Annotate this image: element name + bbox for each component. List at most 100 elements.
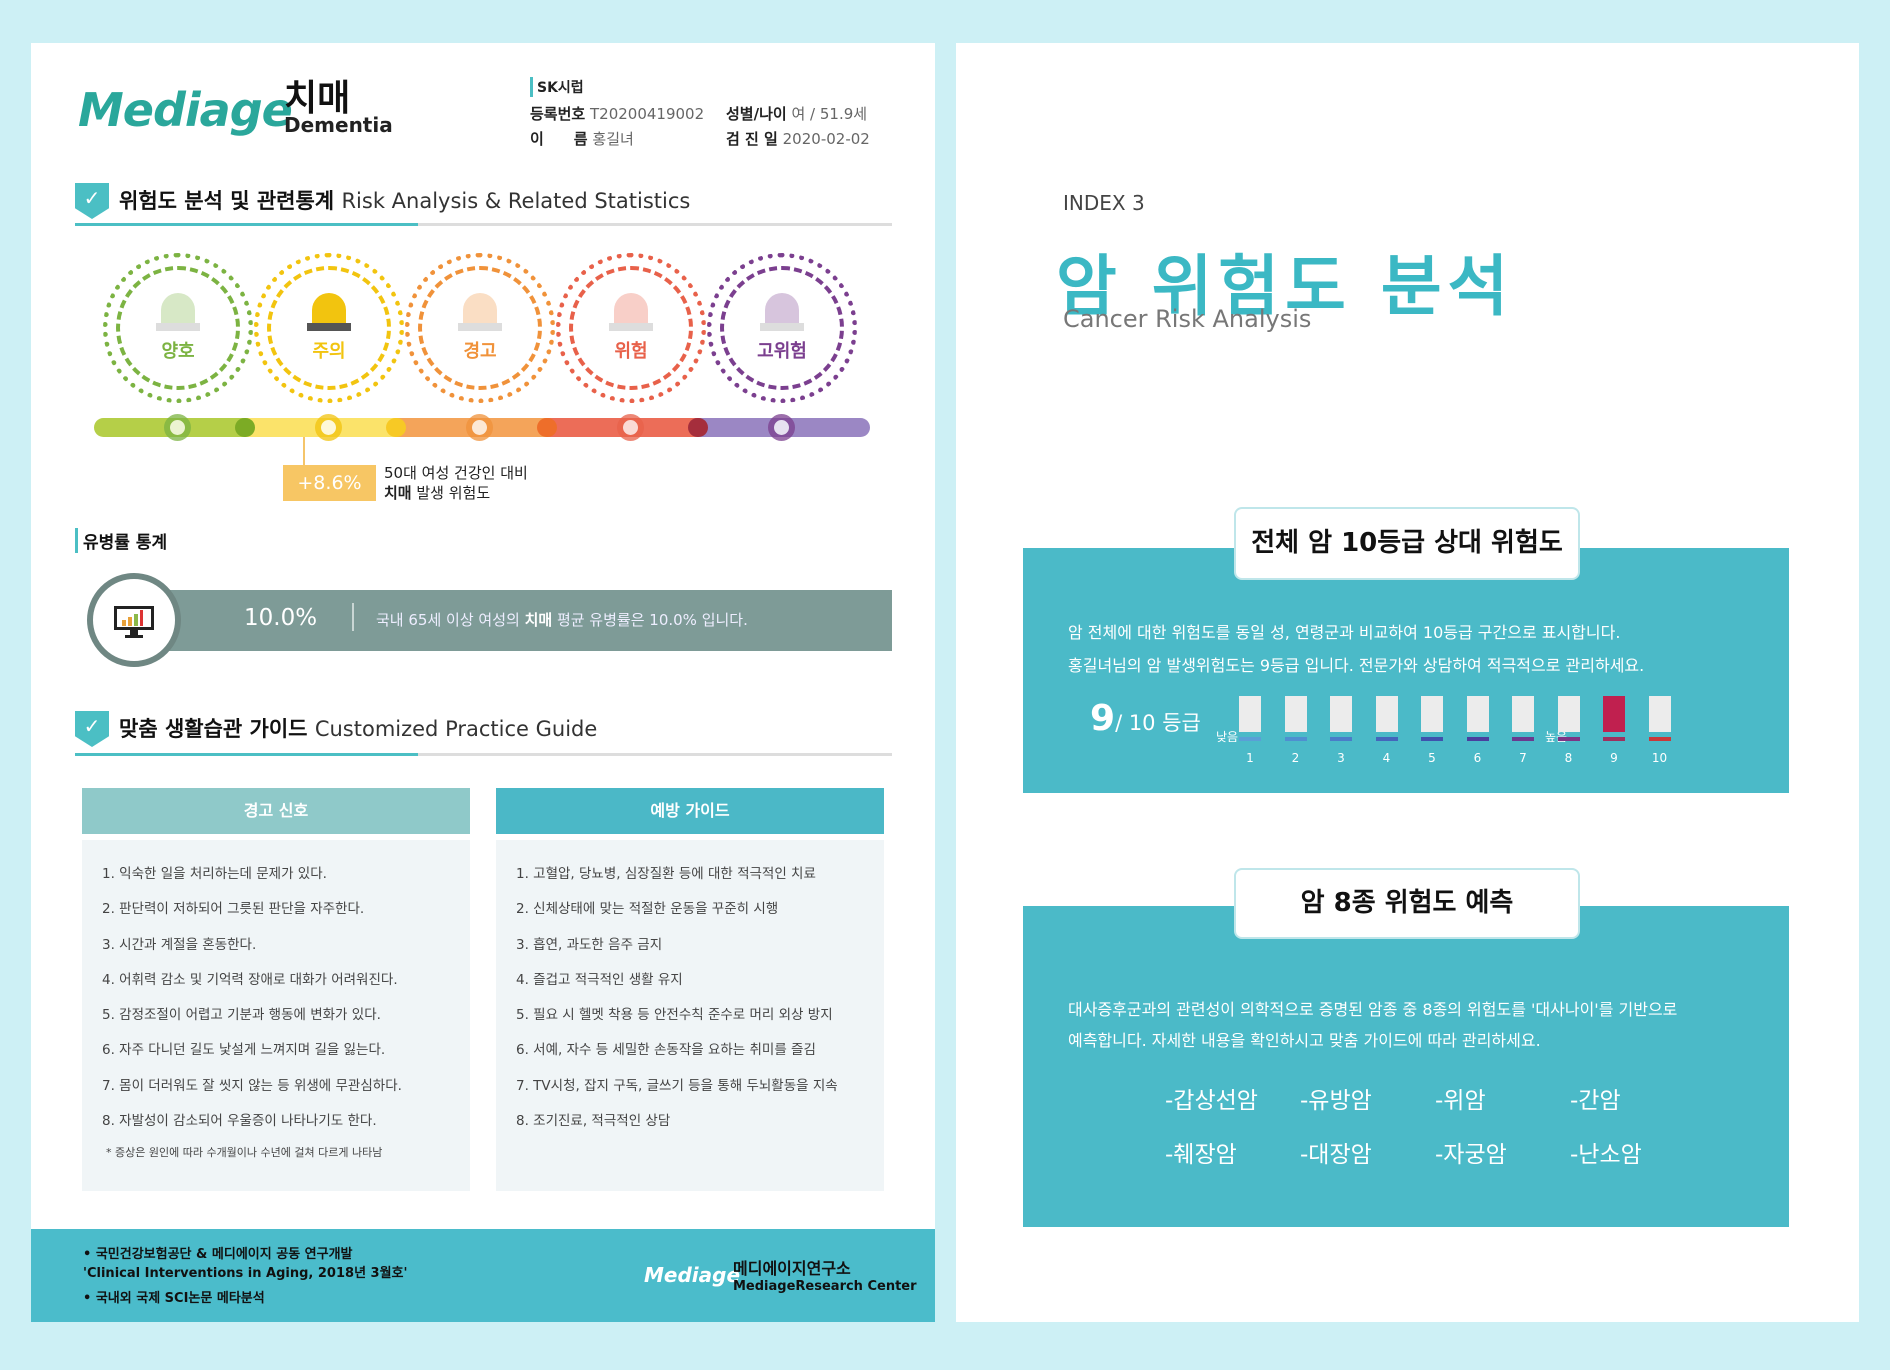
check-icon: ✓ xyxy=(75,711,109,747)
warning-item: 2. 판단력이 저하되어 그릇된 판단을 자주한다. xyxy=(102,901,365,918)
scale-boundary xyxy=(688,418,708,437)
grade-number: 10 xyxy=(1651,751,1668,765)
grade-color-bar xyxy=(1330,737,1352,741)
prevention-item: 1. 고혈압, 당뇨병, 심장질환 등에 대한 적극적인 치료 xyxy=(516,866,816,882)
info-row-1: 등록번호 T20200419002 성별/나이 여 / 51.9세 xyxy=(530,103,867,124)
name-label: 이 름 xyxy=(530,130,588,148)
cancer-type: -난소암 xyxy=(1570,1142,1642,1168)
grade-number: 3 xyxy=(1337,751,1345,765)
risk-level-label: 양호 xyxy=(161,341,195,362)
overall-grade-title: 전체 암 10등급 상대 위험도 xyxy=(1234,507,1580,580)
risk-level-label: 고위험 xyxy=(757,341,807,362)
cancer-description: 대사증후군과의 관련성이 의학적으로 증명된 암종 중 8종의 위험도를 '대사… xyxy=(1068,1000,1678,1050)
scale-marker xyxy=(315,414,342,441)
section-risk-title: 위험도 분석 및 관련통계 Risk Analysis & Related St… xyxy=(119,189,691,213)
prevention-header: 예방 가이드 xyxy=(496,788,884,834)
grade-number: 9 xyxy=(1610,751,1618,765)
grade-color-bar xyxy=(1466,737,1489,741)
prevalence-text: 국내 65세 이상 여성의 치매 평균 유병률은 10.0% 입니다. xyxy=(376,611,748,629)
grade-cell-6 xyxy=(1466,696,1489,732)
grade-cell-2 xyxy=(1284,696,1307,732)
monitor-chart-icon xyxy=(87,573,181,667)
cancer-type: -유방암 xyxy=(1300,1088,1372,1114)
grade-color-bar xyxy=(1603,737,1625,741)
grade-color-bar xyxy=(1284,737,1307,741)
grade-number: 2 xyxy=(1291,751,1300,765)
grade-cell-5 xyxy=(1421,696,1443,732)
cancer-type: -췌장암 xyxy=(1165,1142,1237,1168)
footer-logo: Mediage xyxy=(644,1263,741,1287)
grade-cell-9 xyxy=(1603,696,1625,732)
index-label: INDEX 3 xyxy=(1063,191,1145,215)
section-divider xyxy=(75,223,892,226)
grade-number: 1 xyxy=(1246,751,1254,765)
risk-level-3: 경고 xyxy=(405,253,555,403)
grade-cell-3 xyxy=(1330,696,1352,732)
grade-color-bar xyxy=(1557,737,1580,741)
grade-color-bar xyxy=(1648,737,1671,741)
low-label: 낮음 xyxy=(1216,730,1239,744)
risk-level-5: 고위험 xyxy=(707,253,857,403)
prevention-item: 6. 서예, 자수 등 세밀한 손동작을 요하는 취미를 즐김 xyxy=(516,1042,816,1059)
footer-sources: • 국민건강보험공단 & 메디에이지 공동 연구개발 'Clinical Inte… xyxy=(83,1247,408,1306)
cancer-type: -자궁암 xyxy=(1435,1142,1507,1168)
grade-cell-7 xyxy=(1512,696,1534,732)
scale-boundary xyxy=(235,418,255,437)
grade-color-bar xyxy=(1512,737,1534,741)
page-title: 암 위험도 분석 xyxy=(1056,248,1515,325)
date-value: 2020-02-02 xyxy=(782,130,870,148)
reg-value: T20200419002 xyxy=(589,105,705,123)
grade-number: 7 xyxy=(1519,751,1527,765)
scale-marker xyxy=(617,414,644,441)
risk-level-4: 위험 xyxy=(556,253,706,403)
reg-label: 등록번호 xyxy=(530,105,586,123)
prevalence-value: 10.0% xyxy=(244,605,318,631)
name-value: 홍길녀 xyxy=(592,130,634,148)
prevention-item: 3. 흡연, 과도한 음주 금지 xyxy=(516,936,663,953)
grade-cell-1 xyxy=(1239,696,1261,732)
warning-item: 4. 어휘력 감소 및 기억력 장애로 대화가 어려워진다. xyxy=(102,971,398,988)
risk-scale-bar xyxy=(94,414,870,441)
footer-org-en: MediageResearch Center xyxy=(733,1279,917,1294)
risk-caption: 50대 여성 건강인 대비 치매 발생 위험도 xyxy=(384,464,528,502)
sex-age-label: 성별/나이 xyxy=(726,105,787,123)
risk-level-label: 주의 xyxy=(312,341,346,362)
prevention-item: 4. 즐겁고 적극적인 생활 유지 xyxy=(516,971,683,988)
scale-marker xyxy=(466,414,493,441)
report-subtitle: Dementia xyxy=(284,113,393,137)
dementia-report-page: Mediage 치매 Dementia SK시럽 등록번호 T202004190… xyxy=(31,43,935,1322)
prevalence-bar xyxy=(133,590,892,651)
cancer-type: -위암 xyxy=(1435,1088,1486,1114)
grade-color-bar xyxy=(1421,737,1443,741)
prevention-item: 7. TV시청, 잡지 구독, 글쓰기 등을 통해 두뇌활동을 지속 xyxy=(516,1077,838,1094)
grade-cell-4 xyxy=(1375,696,1398,732)
overall-cancer-grade-box: 암 전체에 대한 위험도를 동일 성, 연령군과 비교하여 10등급 구간으로 … xyxy=(1023,548,1789,793)
grade-number: 5 xyxy=(1428,751,1436,765)
risk-level-label: 위험 xyxy=(614,341,648,362)
sex-age-value: 여 / 51.9세 xyxy=(791,105,868,123)
mediage-logo: Mediage xyxy=(78,83,293,137)
prevention-item: 5. 필요 시 헬멧 착용 등 안전수칙 준수로 머리 외상 방지 xyxy=(516,1007,833,1024)
siren-icon xyxy=(614,293,648,323)
section-guide-title: 맞춤 생활습관 가이드 Customized Practice Guide xyxy=(119,717,598,741)
grade-color-bar xyxy=(1375,737,1398,741)
grade-cell-8 xyxy=(1557,696,1580,732)
info-row-2: 이 름 홍길녀 검 진 일 2020-02-02 xyxy=(530,128,870,149)
page-subtitle: Cancer Risk Analysis xyxy=(1063,305,1312,333)
warning-item: 1. 익숙한 일을 처리하는데 문제가 있다. xyxy=(102,866,327,882)
section-divider xyxy=(75,753,892,756)
prevalence-heading: 유병률 통계 xyxy=(75,528,167,553)
siren-icon xyxy=(765,293,799,323)
siren-icon xyxy=(161,293,195,323)
prevention-guide-table: 예방 가이드 1. 고혈압, 당뇨병, 심장질환 등에 대한 적극적인 치료 2.… xyxy=(496,788,884,1191)
warning-list: 1. 익숙한 일을 처리하는데 문제가 있다. 2. 판단력이 저하되어 그릇된 … xyxy=(82,840,470,1191)
prevention-item: 2. 신체상태에 맞는 적절한 운동을 꾸준히 시행 xyxy=(516,901,779,918)
prevention-item: 8. 조기진료, 적극적인 상담 xyxy=(516,1113,671,1130)
cancer-type: -갑상선암 xyxy=(1165,1088,1258,1114)
scale-marker xyxy=(164,414,191,441)
cancer-risk-page: INDEX 3 암 위험도 분석 Cancer Risk Analysis 암 … xyxy=(956,43,1859,1322)
prevention-list: 1. 고혈압, 당뇨병, 심장질환 등에 대한 적극적인 치료 2. 신체상태에 … xyxy=(496,840,884,1191)
warning-item: 7. 몸이 더러워도 잘 씻지 않는 등 위생에 무관심하다. xyxy=(102,1077,402,1094)
divider xyxy=(352,603,354,631)
warning-note: * 증상은 원인에 따라 수개월이나 수년에 걸쳐 다르게 나타남 xyxy=(106,1146,383,1160)
